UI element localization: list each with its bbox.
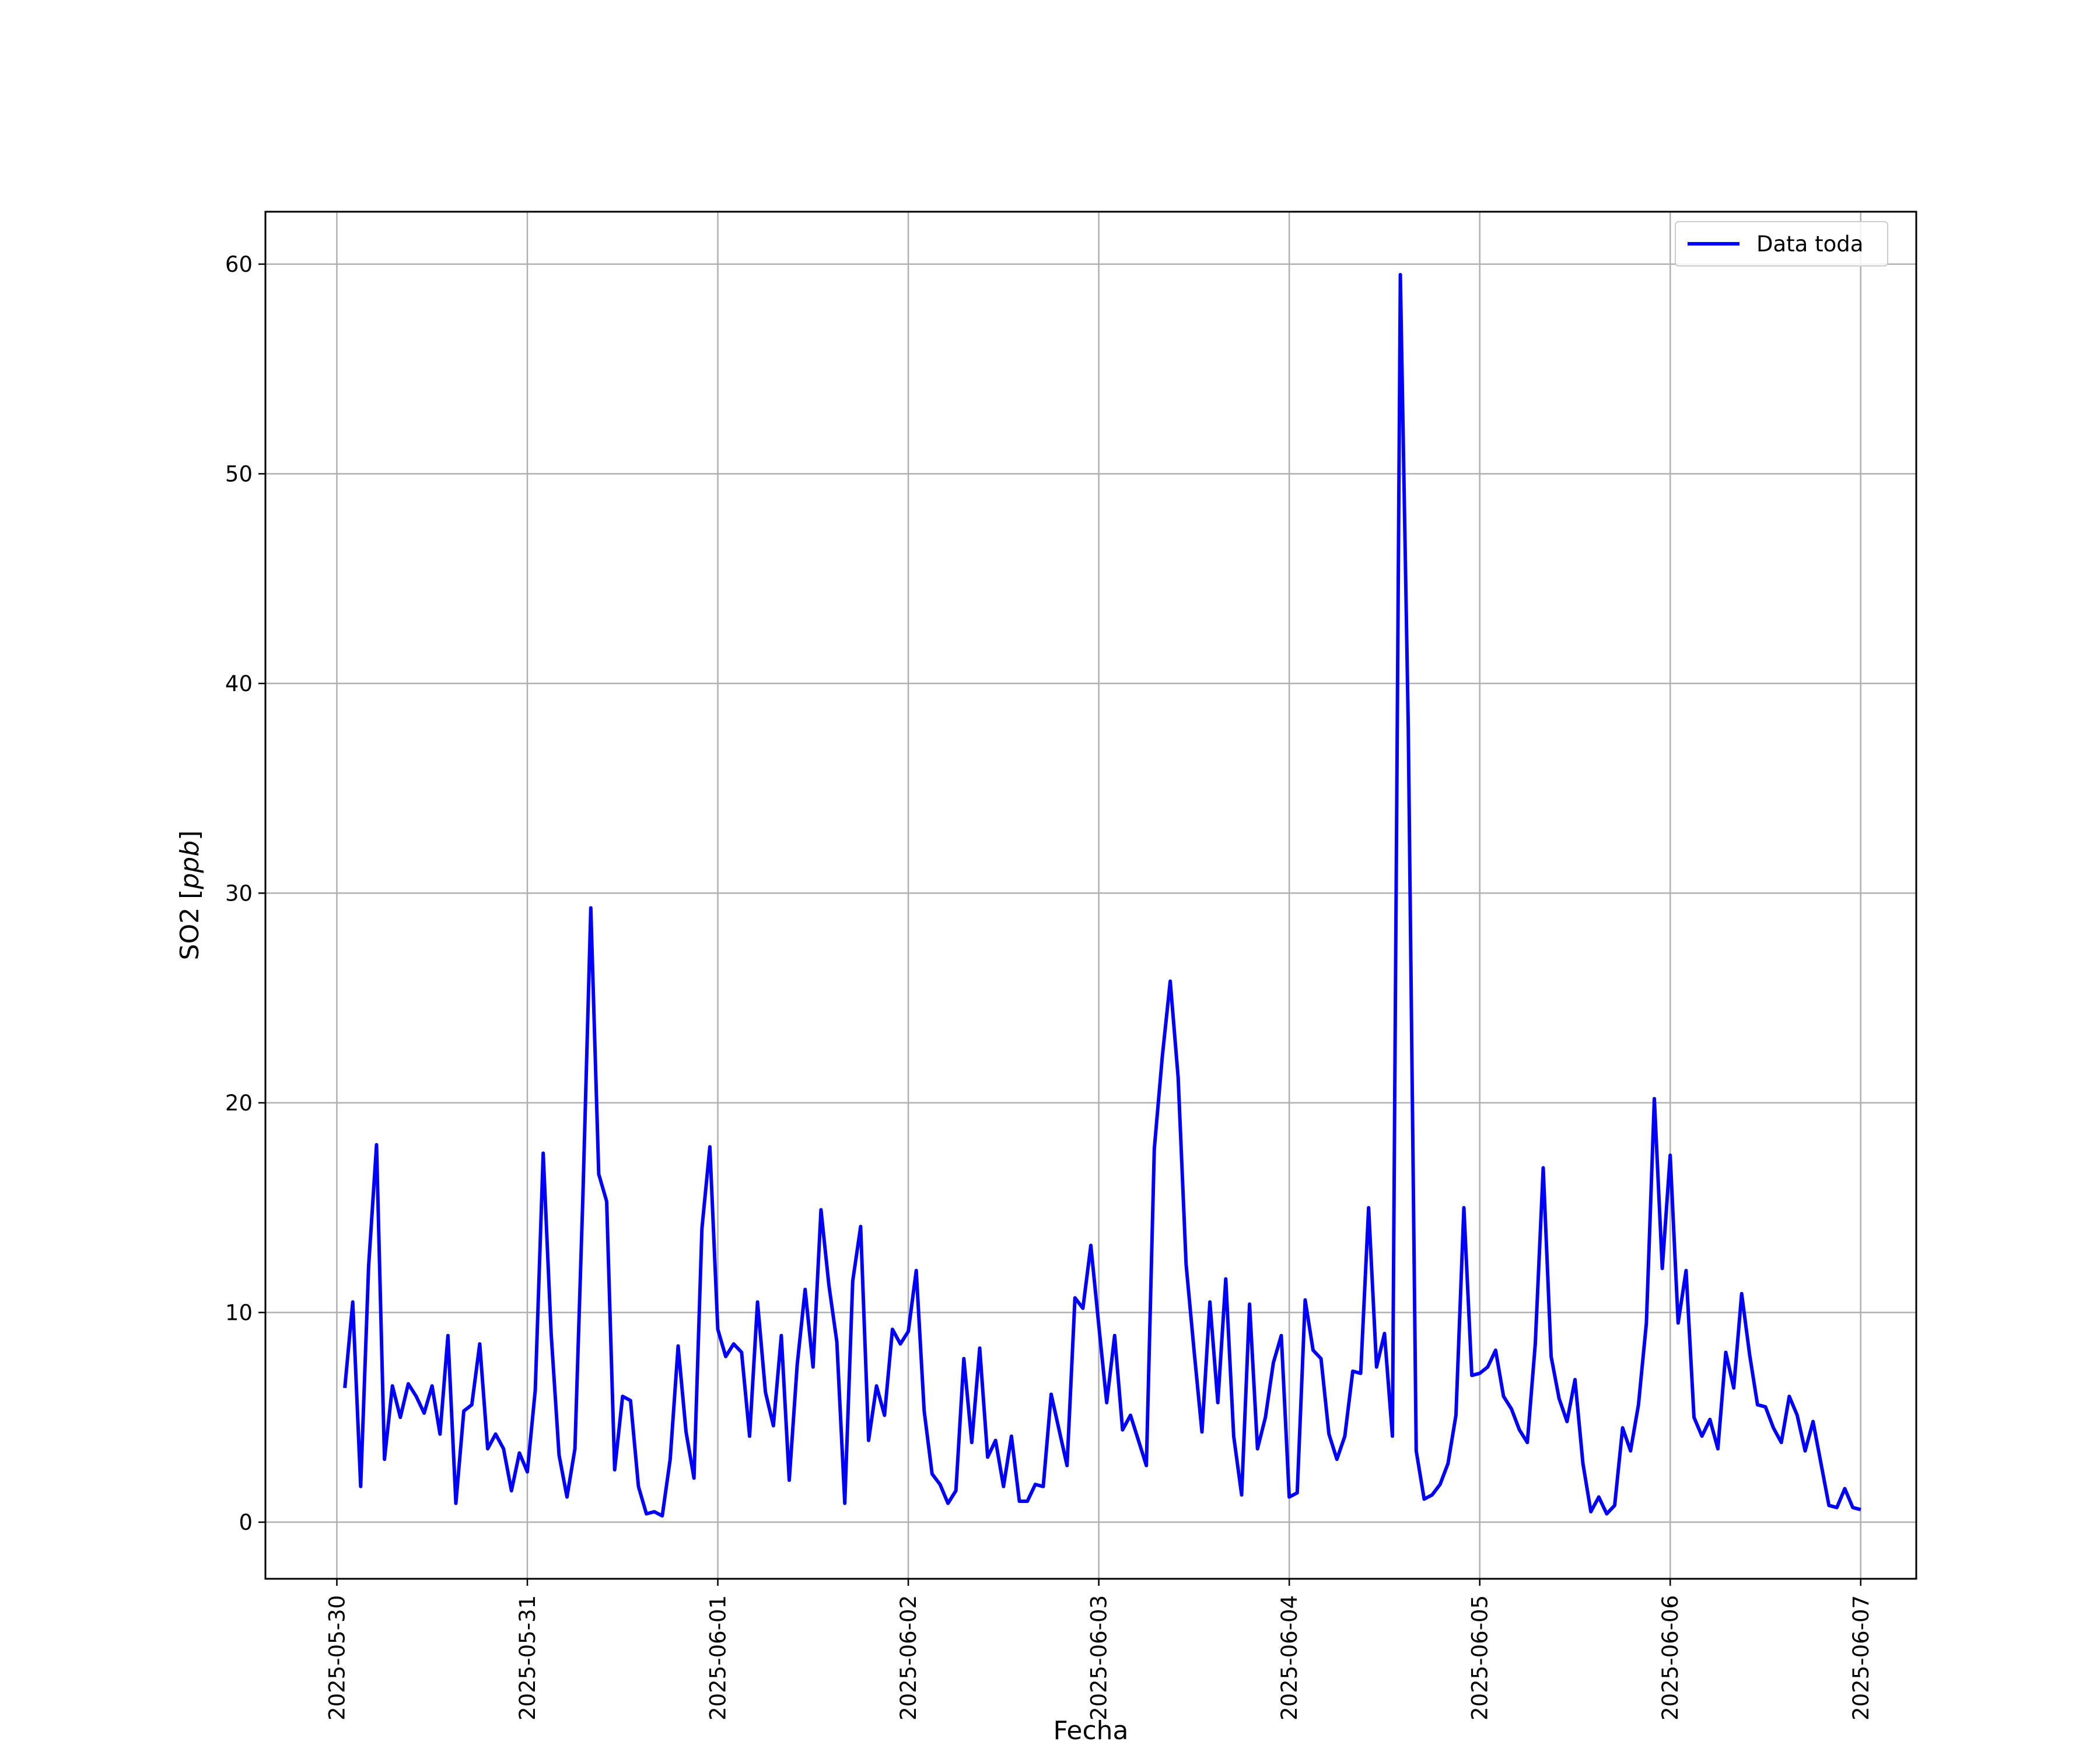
y-axis-label-text: SO2 [ — [175, 889, 205, 961]
y-axis: 0 10 20 30 40 50 60 — [225, 252, 265, 1535]
y-tick-label: 30 — [225, 881, 253, 906]
x-tick-label: 2025-05-30 — [324, 1595, 349, 1721]
plot-frame — [264, 211, 1917, 1580]
y-tick-label: 10 — [225, 1300, 253, 1325]
x-tick-label: 2025-06-01 — [706, 1595, 731, 1721]
x-axis-label: Fecha — [1053, 1716, 1128, 1746]
legend-box — [1675, 221, 1888, 267]
legend-entry-label: Data toda — [1756, 232, 1863, 257]
x-tick-label: 2025-06-07 — [1849, 1595, 1874, 1721]
x-tick-label: 2025-06-06 — [1658, 1595, 1683, 1721]
x-tick-label: 2025-06-05 — [1468, 1595, 1493, 1721]
x-axis: 2025-05-30 2025-05-31 2025-06-01 2025-06-02… — [324, 1579, 1874, 1721]
y-axis-label: SO2 [ppb] — [175, 831, 205, 961]
y-axis-label-unit: ppb — [175, 840, 205, 890]
legend: Data toda — [1675, 221, 1888, 267]
x-tick-label: 2025-06-04 — [1277, 1595, 1302, 1721]
x-tick-label: 2025-06-02 — [896, 1595, 921, 1721]
series-line — [343, 272, 1861, 1518]
y-tick-label: 50 — [225, 461, 253, 486]
y-tick-label: 60 — [225, 252, 253, 277]
x-tick-label: 2025-05-31 — [515, 1595, 540, 1721]
y-tick-label: 20 — [225, 1091, 253, 1116]
x-tick-label: 2025-06-03 — [1087, 1595, 1112, 1721]
y-axis-label-close: ] — [175, 831, 205, 840]
y-tick-label: 0 — [239, 1510, 253, 1535]
series-layer — [343, 272, 1861, 1518]
grid-lines — [265, 212, 1916, 1579]
y-tick-label: 40 — [225, 671, 253, 696]
